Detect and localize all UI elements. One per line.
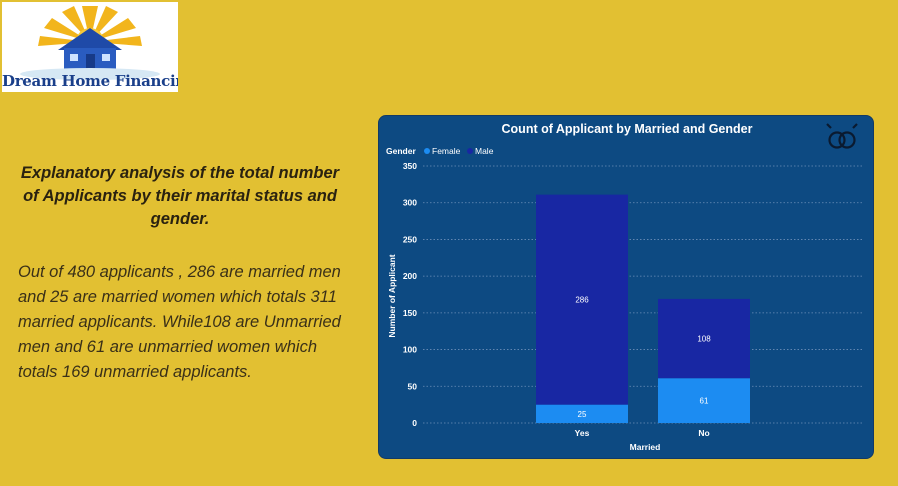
stacked-bar-chart: Count of Applicant by Married and Gender… bbox=[386, 122, 863, 452]
analysis-heading: Explanatory analysis of the total number… bbox=[20, 164, 340, 228]
gender-symbol-icon bbox=[826, 123, 858, 149]
y-tick-label: 150 bbox=[403, 308, 417, 318]
y-tick-label: 100 bbox=[403, 345, 417, 355]
legend-male-swatch bbox=[467, 148, 473, 154]
data-label: 108 bbox=[697, 335, 711, 344]
logo-text: Dream Home Financing bbox=[2, 72, 178, 90]
bar-no-male bbox=[658, 298, 750, 379]
legend-female-swatch bbox=[424, 148, 430, 154]
y-tick-label: 250 bbox=[403, 234, 417, 244]
y-tick-label: 200 bbox=[403, 271, 417, 281]
data-label: 286 bbox=[575, 296, 589, 305]
y-tick-label: 50 bbox=[408, 381, 418, 391]
bar-yes-female bbox=[536, 404, 628, 423]
y-tick-label: 300 bbox=[403, 198, 417, 208]
x-tick-label: No bbox=[698, 428, 709, 438]
x-axis-label: Married bbox=[630, 442, 661, 452]
chart-panel: Count of Applicant by Married and Gender… bbox=[378, 115, 874, 459]
y-tick-label: 350 bbox=[403, 161, 417, 171]
legend-male-label: Male bbox=[475, 146, 494, 156]
bar-no-female bbox=[658, 378, 750, 423]
chart-title: Count of Applicant by Married and Gender bbox=[502, 122, 753, 136]
company-logo: Dream Home Financing bbox=[2, 2, 178, 92]
analysis-summary: Out of 480 applicants , 286 are married … bbox=[18, 263, 341, 381]
legend-female-label: Female bbox=[432, 146, 461, 156]
house-sun-icon bbox=[20, 6, 160, 80]
bar-yes-male bbox=[536, 194, 628, 405]
legend-title: Gender bbox=[386, 146, 416, 156]
y-tick-label: 0 bbox=[412, 418, 417, 428]
data-label: 25 bbox=[578, 410, 587, 419]
y-axis-label: Number of Applicant bbox=[387, 254, 397, 337]
data-label: 61 bbox=[700, 397, 709, 406]
x-tick-label: Yes bbox=[575, 428, 590, 438]
